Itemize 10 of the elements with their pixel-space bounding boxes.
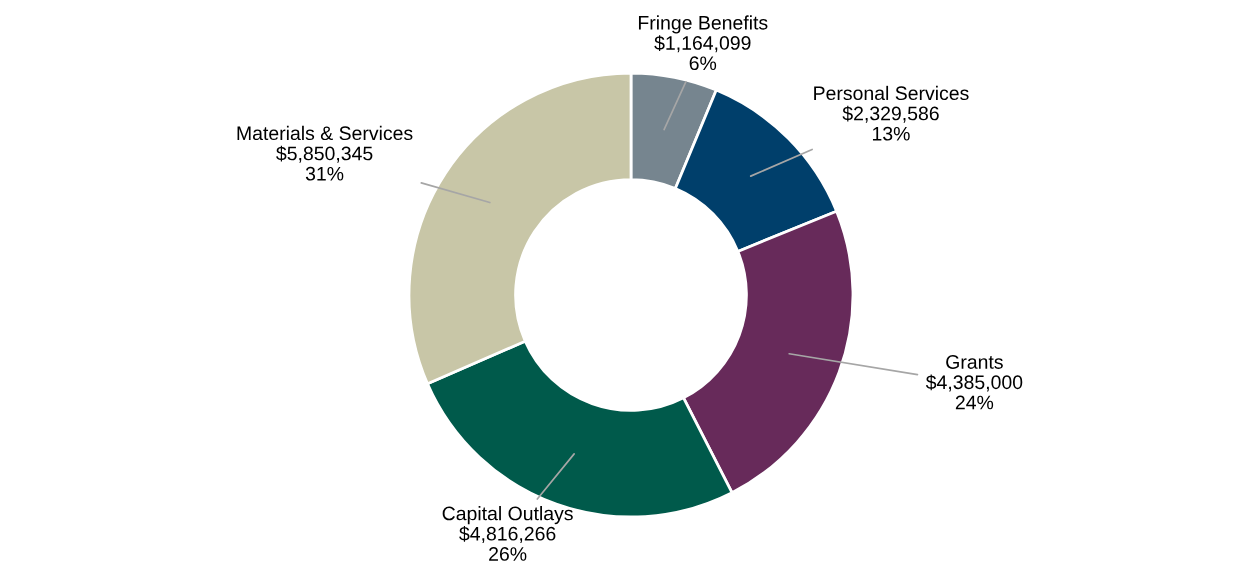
slice-label: Personal Services xyxy=(814,85,969,101)
data-label: $4,816,266 26% xyxy=(459,526,556,561)
slice-label: Materials & Services xyxy=(237,125,413,141)
data-label: $4,385,000 24% xyxy=(925,374,1023,410)
data-label: $5,850,345 31% xyxy=(276,145,373,181)
slice-label: Capital Outlays xyxy=(442,506,573,525)
slice-label: Fringe Benefits xyxy=(638,15,768,34)
data-label: $1,164,099 6% xyxy=(654,35,751,71)
slice-label: Grants xyxy=(946,355,1003,369)
data-label: $2,329,586 13% xyxy=(842,105,939,141)
